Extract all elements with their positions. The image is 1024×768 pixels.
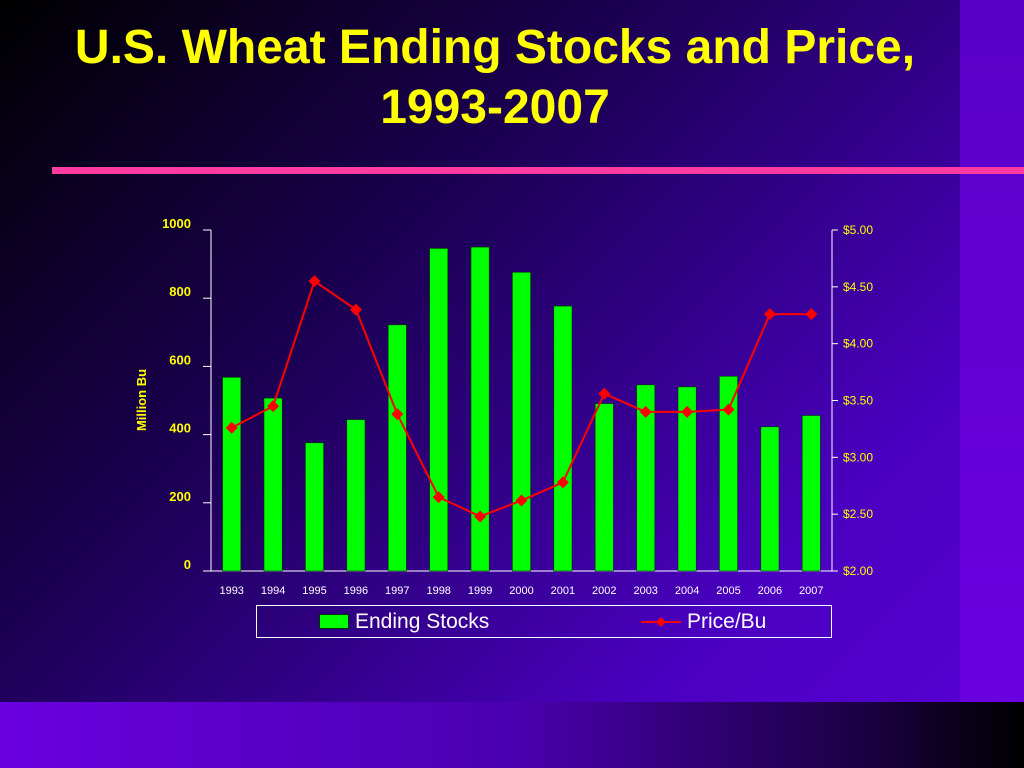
left-tick-label: 800 xyxy=(169,284,191,299)
x-tick-label: 1997 xyxy=(385,585,409,597)
price-marker xyxy=(391,408,404,421)
legend-item-ending-stocks: Ending Stocks xyxy=(319,606,489,637)
x-tick-label: 2004 xyxy=(675,585,699,597)
bar-ending-stocks xyxy=(470,246,490,572)
bar-ending-stocks xyxy=(346,419,366,572)
left-tick-label: 200 xyxy=(169,489,191,504)
legend-bar-swatch xyxy=(319,614,349,629)
price-marker xyxy=(515,494,528,507)
x-tick-label: 1993 xyxy=(219,585,243,597)
x-tick-label: 1999 xyxy=(468,585,492,597)
x-tick-label: 2002 xyxy=(592,585,616,597)
legend-label-ending-stocks: Ending Stocks xyxy=(355,609,490,633)
bar-ending-stocks xyxy=(636,384,656,572)
x-tick-label: 1995 xyxy=(302,585,326,597)
price-marker xyxy=(722,403,735,416)
price-marker xyxy=(474,510,487,523)
legend-line-swatch xyxy=(641,616,681,627)
price-marker xyxy=(308,275,321,288)
chart-legend: Ending Stocks Price/Bu xyxy=(256,605,832,638)
x-tick-label: 1998 xyxy=(426,585,450,597)
right-tick-label: $2.00 xyxy=(843,564,873,578)
bar-ending-stocks xyxy=(263,397,283,572)
price-marker xyxy=(681,405,694,418)
right-tick-label: $3.50 xyxy=(843,394,873,408)
right-tick-label: $4.50 xyxy=(843,280,873,294)
x-tick-label: 2005 xyxy=(716,585,740,597)
bar-ending-stocks xyxy=(553,305,573,572)
bar-ending-stocks xyxy=(719,375,738,572)
chart-area: 0 200 400 600 800 1000 $2.00 $2.50 $3.00 $3.50 $4.… xyxy=(134,216,873,597)
right-decor-band xyxy=(960,0,1024,702)
legend-label-price: Price/Bu xyxy=(687,609,767,633)
left-tick-label: 1000 xyxy=(162,216,191,231)
bottom-decor-band xyxy=(0,702,1024,768)
left-tick-label: 400 xyxy=(169,421,191,436)
bar-ending-stocks xyxy=(387,324,407,572)
price-marker xyxy=(267,400,280,413)
price-marker xyxy=(763,308,776,321)
right-tick-label: $3.00 xyxy=(843,450,873,464)
x-tick-label: 2001 xyxy=(551,585,575,597)
bar-ending-stocks xyxy=(677,386,697,572)
price-marker xyxy=(556,476,569,489)
x-tick-label: 2006 xyxy=(758,585,782,597)
x-tick-label: 2000 xyxy=(509,585,533,597)
price-marker xyxy=(639,405,652,418)
bar-ending-stocks xyxy=(760,426,780,572)
price-marker xyxy=(805,308,818,321)
x-tick-label: 1994 xyxy=(261,585,285,597)
right-tick-label: $5.00 xyxy=(843,223,873,237)
bar-ending-stocks xyxy=(429,248,449,572)
price-marker xyxy=(349,303,362,316)
x-tick-label: 2003 xyxy=(633,585,657,597)
legend-item-price: Price/Bu xyxy=(641,606,766,637)
bar-ending-stocks xyxy=(305,442,324,572)
bar-ending-stocks xyxy=(801,415,821,572)
title-divider xyxy=(52,167,1024,174)
right-tick-label: $4.00 xyxy=(843,337,873,351)
x-tick-label: 2007 xyxy=(799,585,823,597)
x-tick-label: 1996 xyxy=(344,585,368,597)
bar-ending-stocks xyxy=(222,377,242,572)
slide-title: U.S. Wheat Ending Stocks and Price, 1993… xyxy=(74,21,916,134)
bar-ending-stocks xyxy=(512,271,531,572)
right-tick-label: $2.50 xyxy=(843,507,873,521)
price-marker xyxy=(225,421,238,434)
y-axis-label: Million Bu xyxy=(134,369,149,431)
left-tick-label: 0 xyxy=(184,557,191,572)
price-marker xyxy=(598,387,611,400)
left-tick-label: 600 xyxy=(169,352,191,367)
bar-ending-stocks xyxy=(594,403,614,572)
price-marker xyxy=(432,491,445,504)
